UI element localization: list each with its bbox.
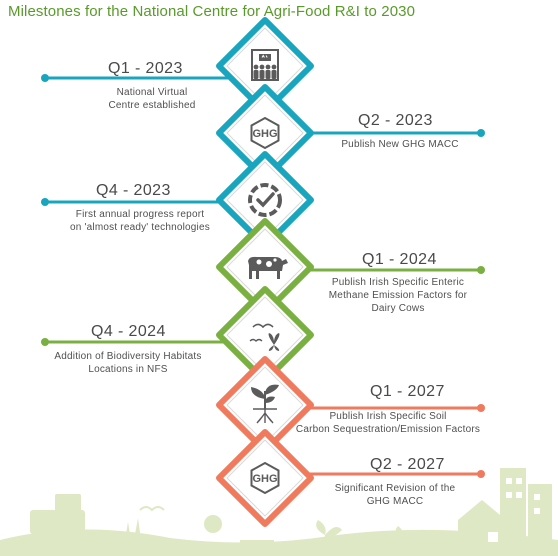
milestone-7: GHG bbox=[216, 429, 485, 527]
description-line: Dairy Cows bbox=[371, 303, 425, 314]
building-people-icon bbox=[251, 49, 279, 81]
milestone-1 bbox=[41, 17, 314, 115]
milestone-quarter-1: Q1 - 2023 bbox=[108, 60, 183, 77]
ghg-icon: GHG bbox=[250, 116, 280, 150]
cow-icon bbox=[248, 256, 288, 279]
milestone-description-5: Addition of Biodiversity Habitats Locatio… bbox=[28, 350, 228, 376]
milestone-description-3: First annual progress report on 'almost r… bbox=[40, 208, 240, 234]
milestone-5 bbox=[41, 286, 314, 384]
description-line: First annual progress report bbox=[75, 209, 205, 220]
connector-dot bbox=[41, 74, 49, 82]
description-line: Methane Emission Factors for bbox=[328, 290, 468, 301]
milestone-2: GHG bbox=[216, 84, 485, 182]
landscape-background bbox=[0, 468, 558, 556]
ghg-icon: GHG bbox=[250, 461, 280, 495]
page-title: Milestones for the National Centre for A… bbox=[8, 3, 416, 20]
connector-dot bbox=[41, 198, 49, 206]
milestone-4 bbox=[216, 218, 485, 316]
milestone-inner-diamond bbox=[226, 439, 304, 517]
milestone-quarter-3: Q4 - 2023 bbox=[96, 182, 171, 199]
svg-text:GHG: GHG bbox=[252, 128, 277, 140]
connector-dot bbox=[41, 338, 49, 346]
description-line: Publish Irish Specific Enteric bbox=[331, 277, 465, 288]
description-line: Significant Revision of the bbox=[334, 483, 456, 494]
milestone-description-2: Publish New GHG MACC bbox=[300, 138, 500, 151]
milestone-quarter-4: Q1 - 2024 bbox=[362, 251, 437, 268]
description-line: Carbon Sequestration/Emission Factors bbox=[295, 424, 481, 435]
description-line: Locations in NFS bbox=[88, 364, 168, 375]
description-line: National Virtual bbox=[116, 87, 188, 98]
connector-dot bbox=[477, 129, 485, 137]
milestone-description-1: National Virtual Centre established bbox=[52, 86, 252, 112]
description-line: Publish Irish Specific Soil bbox=[329, 411, 447, 422]
milestone-quarter-2: Q2 - 2023 bbox=[358, 112, 433, 129]
milestone-3 bbox=[41, 151, 314, 249]
milestone-quarter-6: Q1 - 2027 bbox=[370, 383, 445, 400]
progress-check-icon bbox=[248, 183, 282, 217]
milestone-6 bbox=[216, 356, 485, 454]
connector-dot bbox=[477, 470, 485, 478]
connector-dot bbox=[477, 404, 485, 412]
description-line: on 'almost ready' technologies bbox=[70, 222, 210, 233]
plant-roots-icon bbox=[251, 384, 279, 424]
description-line: Publish New GHG MACC bbox=[341, 139, 459, 150]
description-line: Centre established bbox=[108, 100, 196, 111]
milestone-description-6: Publish Irish Specific Soil Carbon Seques… bbox=[288, 410, 488, 436]
milestone-description-4: Publish Irish Specific Enteric Methane Em… bbox=[298, 276, 498, 315]
milestone-quarter-5: Q4 - 2024 bbox=[91, 323, 166, 340]
milestone-description-7: Significant Revision of the GHG MACC bbox=[295, 482, 495, 508]
birds-butterfly-icon bbox=[249, 323, 280, 351]
milestone-quarter-7: Q2 - 2027 bbox=[370, 456, 445, 473]
description-line: GHG MACC bbox=[366, 496, 424, 507]
connector-dot bbox=[477, 266, 485, 274]
description-line: Addition of Biodiversity Habitats bbox=[54, 351, 202, 362]
svg-text:GHG: GHG bbox=[252, 473, 277, 485]
